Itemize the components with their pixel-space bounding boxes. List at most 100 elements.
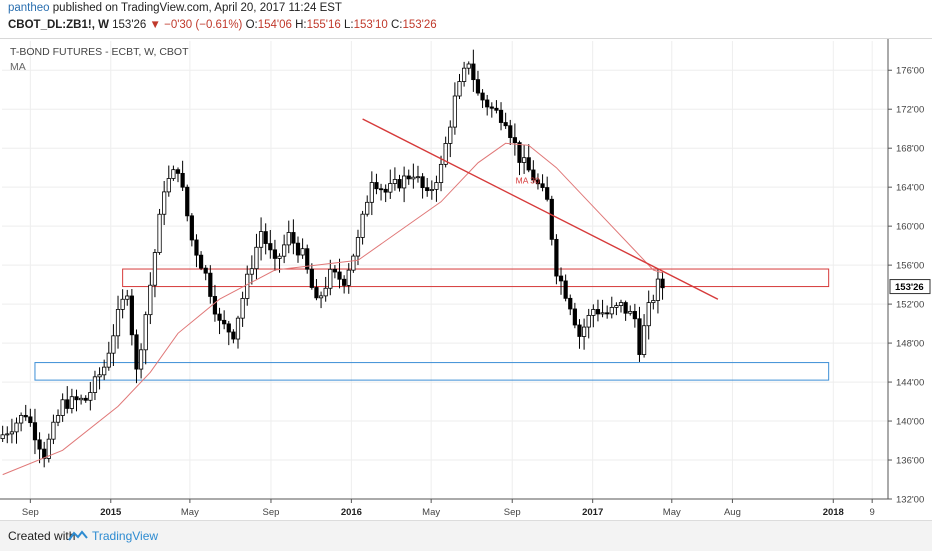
candle-body [268, 243, 273, 251]
candle-body [655, 278, 661, 301]
symbol-label[interactable]: CBOT_DL:ZB1!, W [8, 19, 109, 31]
candle-body [508, 125, 513, 138]
candle-body [526, 157, 531, 171]
y-tick-label: 172'00 [896, 105, 924, 116]
candle-body [540, 183, 545, 188]
candle-body [9, 431, 14, 435]
y-tick-label: 160'00 [896, 222, 924, 233]
candle-body [549, 198, 554, 240]
candle-body [443, 143, 448, 165]
tradingview-brand-link[interactable]: TradingView [92, 529, 159, 543]
candle-body [475, 79, 481, 94]
candle-body [438, 163, 444, 183]
candle-body [235, 317, 241, 340]
candle-body [282, 244, 287, 257]
candle-body [291, 232, 296, 244]
moving-average-line [2, 142, 663, 476]
candle-body [577, 324, 582, 337]
x-tick-label: Aug [724, 507, 741, 518]
created-with-text: Created with [8, 529, 76, 543]
candle-body [531, 169, 536, 181]
candle-body [558, 275, 564, 282]
candle-body [512, 137, 517, 144]
candle-body [129, 295, 134, 336]
y-tick-label: 176'00 [896, 66, 924, 77]
candle-body [88, 392, 93, 401]
candle-body [37, 439, 42, 450]
candle-body [272, 249, 278, 259]
x-tick-label: May [422, 507, 440, 518]
candle-body [609, 307, 614, 315]
footer-bar: Created with TradingView [0, 520, 932, 551]
y-tick-label: 136'00 [896, 456, 924, 467]
candle-body [314, 287, 319, 299]
candle-body [452, 95, 457, 128]
candle-body [581, 326, 587, 337]
candle-body [351, 255, 356, 271]
candle-body [632, 311, 637, 320]
chart-title: T-BOND FUTURES - ECBT, W, CBOT [10, 46, 189, 58]
candle-body [152, 252, 158, 286]
candle-body [240, 298, 245, 319]
candle-body [346, 269, 351, 286]
candle-body [263, 231, 268, 244]
candle-body [415, 176, 421, 179]
candle-body [522, 157, 527, 163]
price-chart[interactable]: MA 30 132'00 136'00 140'00 144'00 148'00 152'… [0, 39, 932, 521]
candle-body [360, 213, 365, 238]
candle-body [369, 182, 374, 203]
candle-body [641, 325, 647, 355]
candle-body [277, 255, 282, 259]
candle-body [600, 312, 605, 315]
candle-body [378, 188, 384, 191]
candle-body [383, 188, 388, 193]
candle-body [42, 448, 47, 459]
candle-body [65, 399, 70, 409]
candle-body [217, 313, 222, 321]
candle-body [194, 239, 199, 256]
candle-body [286, 232, 291, 246]
candle-body [545, 187, 550, 200]
candle-body [485, 99, 490, 108]
candle-body [175, 169, 181, 174]
candle-body [14, 422, 19, 433]
candle-body [623, 302, 628, 314]
candle-body [32, 422, 38, 441]
low-value: 153'10 [353, 19, 388, 31]
candle-body [305, 248, 310, 270]
candle-body [51, 421, 56, 440]
candle-body [300, 248, 305, 256]
candle-body [503, 122, 508, 127]
candle-body [605, 312, 610, 315]
last-price: 153'26 [112, 19, 147, 31]
ma-label: MA 30 [516, 175, 540, 185]
candle-body [494, 107, 499, 111]
candle-body [637, 318, 642, 355]
author-link[interactable]: pantheo [8, 2, 50, 14]
candle-body [646, 302, 651, 327]
candle-body [106, 352, 111, 368]
candle-body [249, 268, 254, 275]
candle-body [651, 300, 656, 304]
y-tick-label: 164'00 [896, 183, 924, 194]
candle-body [374, 182, 379, 190]
candle-body [517, 142, 522, 163]
y-tick-label: 132'00 [896, 495, 924, 506]
candle-body [295, 242, 301, 256]
candle-body [466, 63, 471, 69]
close-label: C: [391, 19, 403, 31]
candle-body [429, 189, 434, 192]
candle-body [171, 169, 176, 179]
chart-area[interactable]: MA 30 132'00 136'00 140'00 144'00 148'00 152'… [0, 38, 932, 521]
publish-info: pantheo published on TradingView.com, Ap… [8, 2, 342, 14]
x-tick-label: 2015 [100, 507, 122, 518]
candle-body [355, 237, 361, 257]
candle-body [628, 311, 633, 314]
candle-body [535, 179, 541, 185]
candle-body [392, 179, 397, 184]
candle-body [568, 297, 573, 310]
x-tick-label: May [181, 507, 199, 518]
candle-body [411, 176, 416, 180]
candle-body [125, 295, 130, 300]
x-tick-label: Sep [263, 507, 280, 518]
